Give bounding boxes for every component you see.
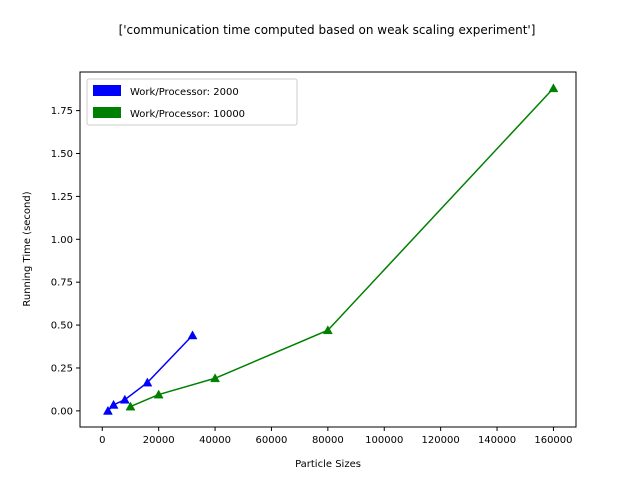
- series-2-point: [125, 401, 136, 411]
- y-tick-label: 1.50: [51, 149, 73, 160]
- chart-title: ['communication time computed based on w…: [119, 23, 536, 37]
- series-layer: [102, 83, 559, 415]
- legend-swatch-series-2: [93, 107, 121, 118]
- x-tick-label: 160000: [534, 435, 572, 446]
- y-tick-label: 0.75: [51, 278, 73, 289]
- series-2-point: [322, 325, 333, 335]
- y-axis-ticks: 0.00 0.25 0.50 0.75 1.00 1.25 1.50 1.75: [51, 106, 80, 417]
- x-tick-label: 40000: [199, 435, 231, 446]
- series-2-point: [153, 389, 164, 399]
- x-tick-label: 60000: [256, 435, 288, 446]
- y-tick-label: 0.25: [51, 363, 73, 374]
- series-1-point: [108, 399, 119, 409]
- series-1-point: [142, 377, 153, 387]
- x-tick-label: 120000: [422, 435, 460, 446]
- series-2-point: [210, 373, 220, 383]
- legend-label-series-2: Work/Processor: 10000: [130, 109, 245, 120]
- series-1-point: [187, 330, 198, 340]
- plot-area: [79, 71, 577, 428]
- legend: Work/Processor: 2000 Work/Processor: 100…: [86, 78, 298, 126]
- y-tick-label: 0.50: [51, 321, 73, 332]
- y-tick-label: 1.00: [51, 235, 73, 246]
- x-tick-label: 100000: [365, 435, 403, 446]
- legend-frame: [86, 78, 298, 126]
- y-axis-label: Running Time (second): [22, 191, 33, 306]
- y-tick-label: 0.00: [51, 406, 73, 417]
- series-1-point: [119, 394, 130, 404]
- x-tick-label: 0: [99, 435, 105, 446]
- x-tick-label: 20000: [143, 435, 175, 446]
- x-axis-ticks: 0 20000 40000 60000 80000 100000 120000 140000 1…: [99, 427, 573, 446]
- legend-label-series-1: Work/Processor: 2000: [130, 87, 239, 98]
- x-tick-label: 80000: [312, 435, 344, 446]
- series-2-point: [548, 83, 559, 93]
- legend-swatch-series-1: [93, 85, 121, 96]
- x-axis-label: Particle Sizes: [295, 459, 361, 470]
- y-tick-label: 1.25: [51, 192, 73, 203]
- series-1-point: [102, 405, 113, 415]
- x-tick-label: 140000: [478, 435, 516, 446]
- y-tick-label: 1.75: [51, 106, 73, 117]
